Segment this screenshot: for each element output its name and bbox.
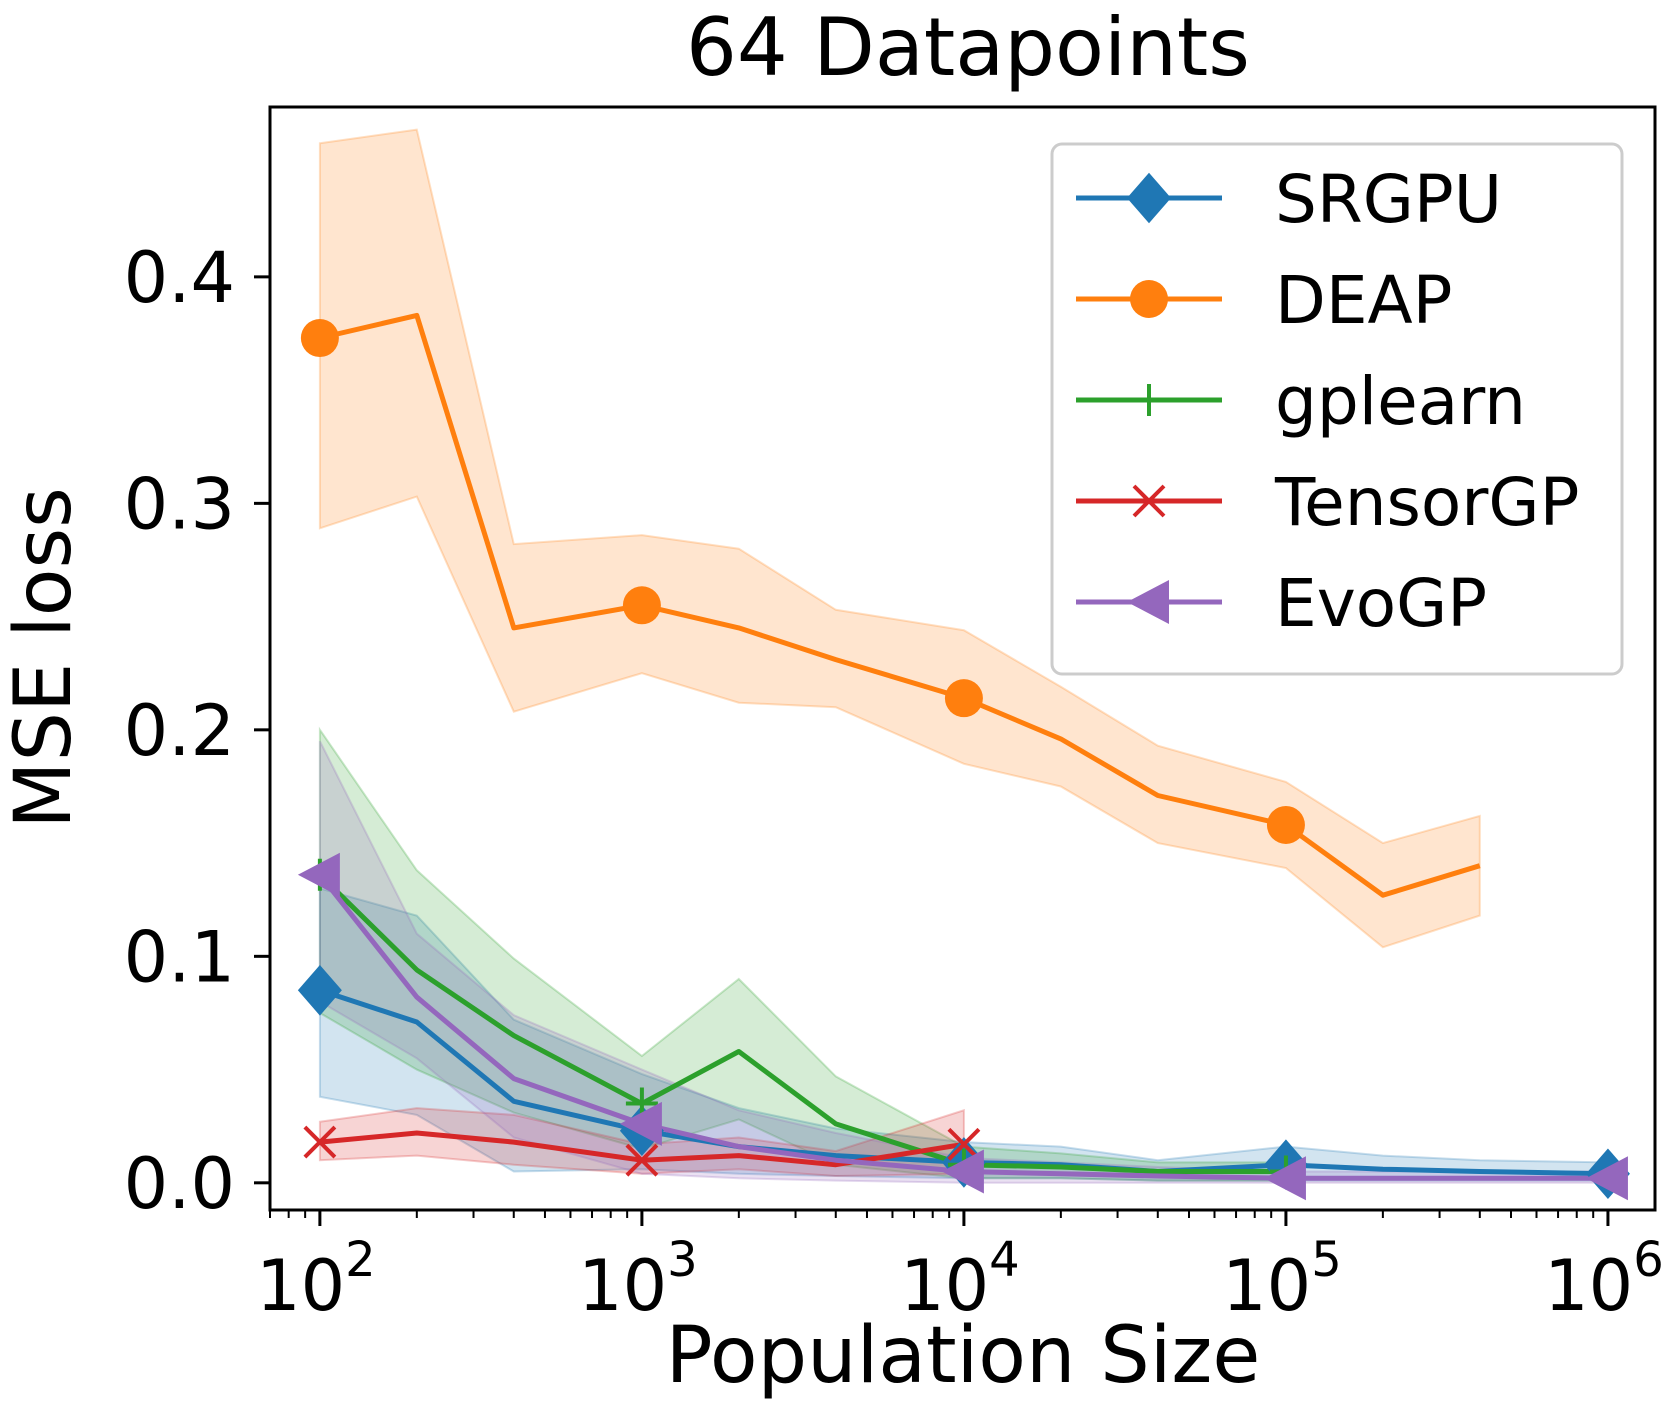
evogp-point-1000 <box>619 1101 662 1146</box>
evogp-point-100000 <box>1263 1156 1306 1201</box>
legend-item-tensorgp: TensorGP <box>1076 464 1579 541</box>
evogp-point-10000 <box>941 1149 984 1194</box>
legend-item-evogp: EvoGP <box>1076 565 1487 642</box>
series-markers <box>297 319 1630 1201</box>
deap-band <box>318 128 1481 949</box>
legend-item-srgpu: SRGPU <box>1076 161 1502 238</box>
y-axis: 0.0 0.1 0.2 0.3 0.4 <box>124 237 270 1225</box>
legend-swatch-marker-deap <box>1130 280 1168 318</box>
legend: SRGPU DEAP gplearn TensorGP EvoGP <box>1050 142 1624 676</box>
tensorgp-point-1000 <box>625 1143 659 1177</box>
chart-title: 64 Datapoints <box>686 1 1250 94</box>
legend-swatch-marker-srgpu <box>1127 172 1171 224</box>
y-tick-label: 0.2 <box>124 690 235 772</box>
legend-swatch-marker-gplearn <box>1133 384 1165 416</box>
legend-item-deap: DEAP <box>1076 262 1452 339</box>
evogp-point-100 <box>297 852 340 897</box>
y-tick-label: 0.0 <box>124 1143 235 1225</box>
x-axis: 102 103 104 105 106 <box>256 1210 1661 1327</box>
legend-label-gplearn: gplearn <box>1275 363 1526 440</box>
legend-swatch-marker-evogp <box>1127 580 1169 624</box>
legend-swatch-marker-tensorgp <box>1132 484 1166 518</box>
y-axis-label: MSE loss <box>0 487 89 829</box>
x-axis-label: Population Size <box>666 1311 1261 1401</box>
evogp-point-1000000 <box>1585 1156 1628 1201</box>
y-tick-label: 0.3 <box>124 463 235 545</box>
deap-point-100000 <box>1266 805 1305 844</box>
legend-box <box>1050 142 1624 676</box>
y-tick-label: 0.1 <box>124 916 235 998</box>
x-tick-label: 102 <box>256 1232 376 1327</box>
tensorgp-point-100 <box>303 1125 337 1159</box>
legend-label-tensorgp: TensorGP <box>1274 464 1579 541</box>
gplearn-line <box>318 873 1286 1174</box>
deap-point-1000 <box>622 586 661 625</box>
tensorgp-point-10000 <box>947 1127 981 1161</box>
deap-line <box>319 312 1481 898</box>
legend-label-evogp: EvoGP <box>1275 565 1487 642</box>
x-tick-label: 103 <box>578 1232 698 1327</box>
srgpu-point-100 <box>297 965 342 1016</box>
x-tick-label: 105 <box>1222 1232 1342 1327</box>
x-tick-label: 106 <box>1544 1232 1661 1327</box>
x-tick-label: 104 <box>900 1232 1020 1327</box>
deap-point-10000 <box>944 679 983 718</box>
y-tick-label: 0.4 <box>124 237 235 319</box>
legend-label-srgpu: SRGPU <box>1275 161 1502 238</box>
legend-label-deap: DEAP <box>1275 262 1452 339</box>
deap-point-100 <box>300 319 339 358</box>
legend-item-gplearn: gplearn <box>1076 363 1526 440</box>
